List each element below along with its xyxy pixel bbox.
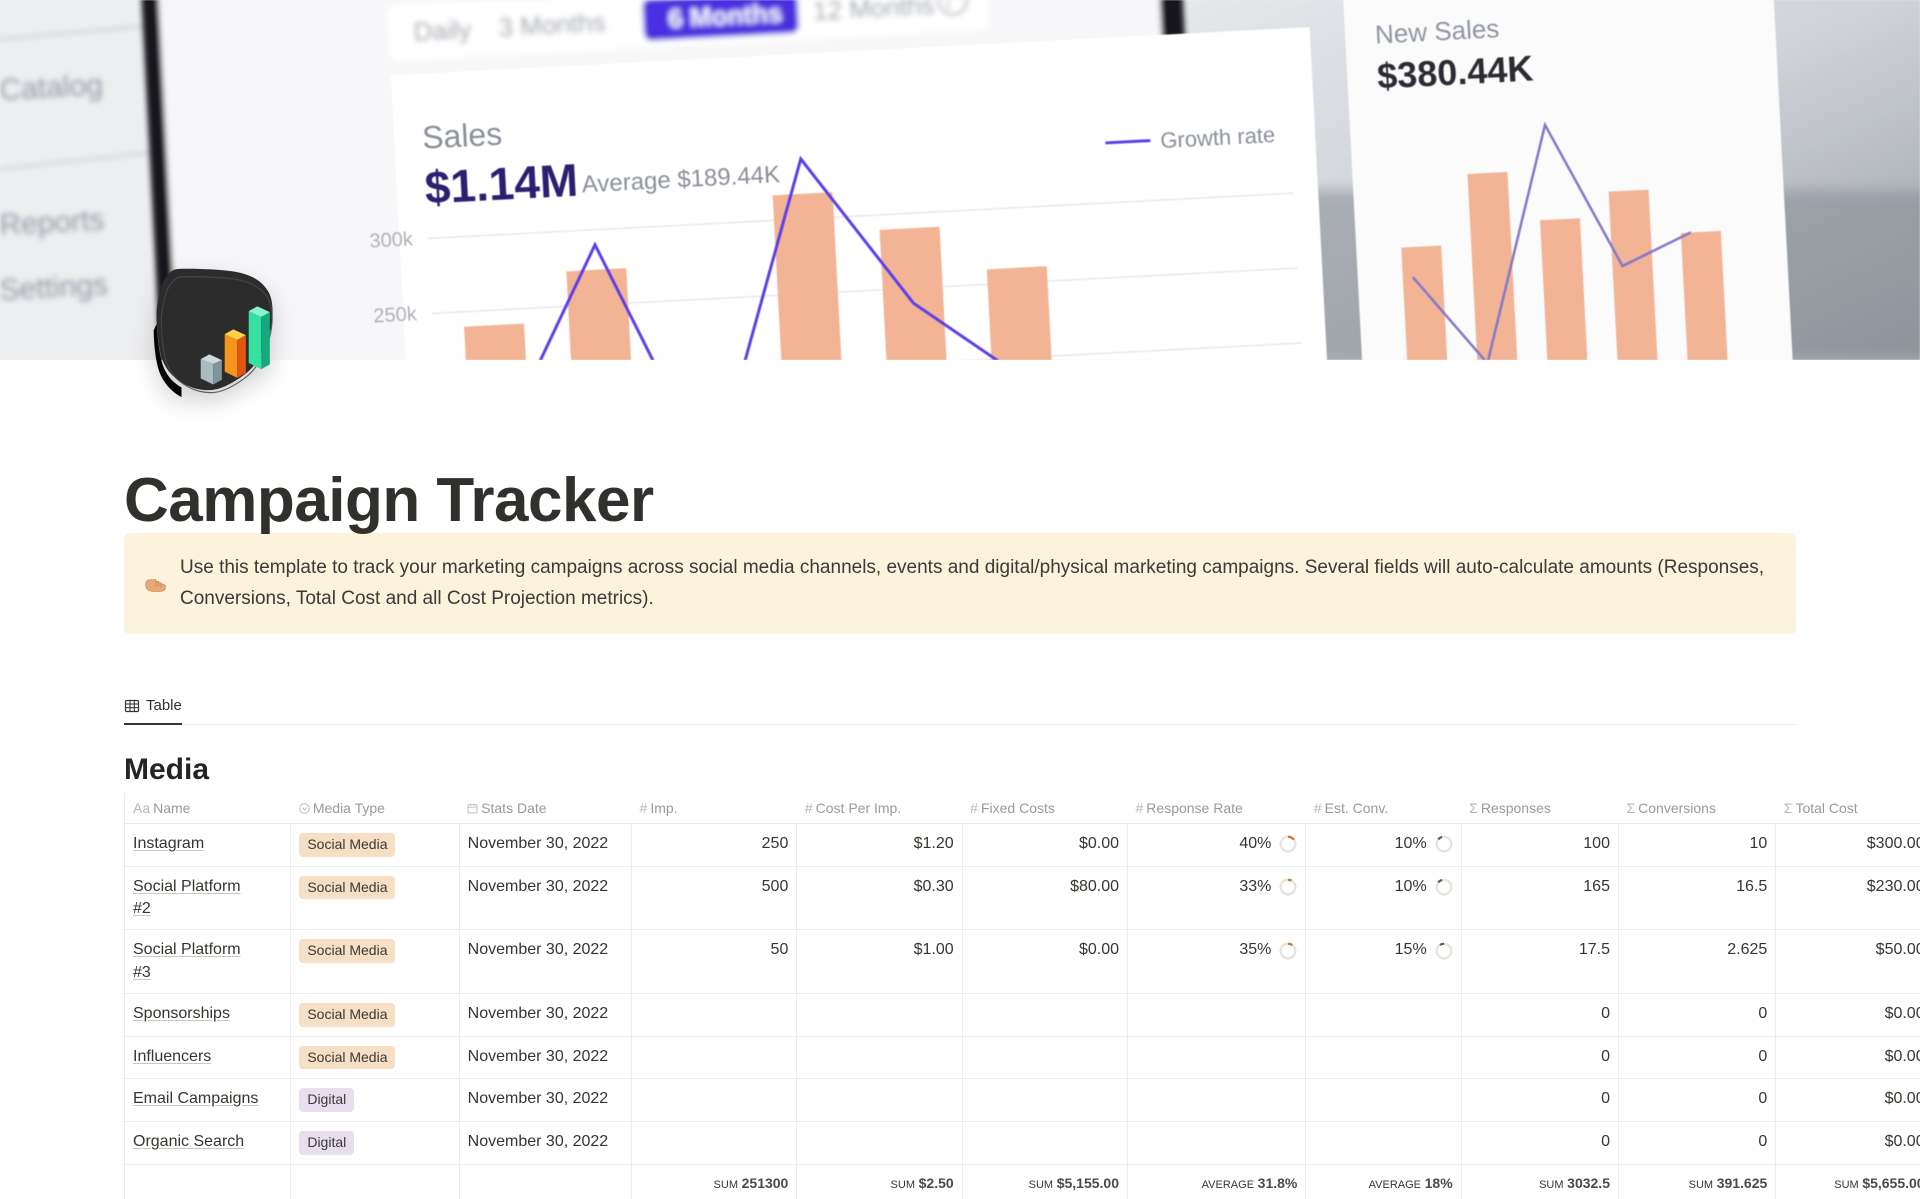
svg-text:Sales: Sales xyxy=(421,116,503,156)
svg-text:$380.44K: $380.44K xyxy=(1376,47,1534,96)
svg-text:3 Months: 3 Months xyxy=(498,7,606,43)
svg-text:Settings: Settings xyxy=(0,268,109,307)
svg-text:250k: 250k xyxy=(373,303,418,327)
svg-text:Reports: Reports xyxy=(0,204,105,242)
svg-text:300k: 300k xyxy=(369,228,414,252)
svg-text:i: i xyxy=(945,0,951,15)
svg-text:Daily: Daily xyxy=(413,14,472,47)
svg-text:$1.14M: $1.14M xyxy=(423,154,579,214)
svg-text:Catalog: Catalog xyxy=(0,69,104,107)
